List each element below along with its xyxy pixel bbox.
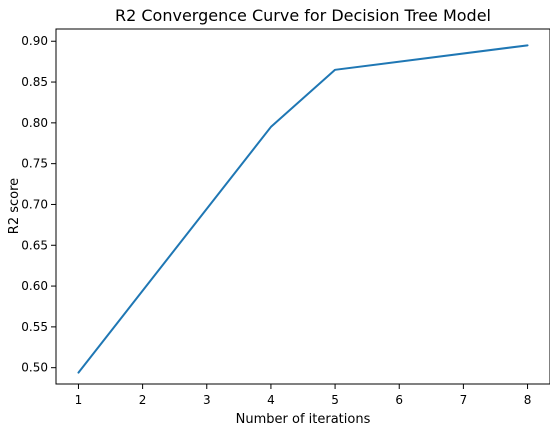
series-layer <box>77 44 529 374</box>
series-line <box>77 44 529 374</box>
x-tick-label: 7 <box>460 393 468 407</box>
x-tick-label: 6 <box>395 393 403 407</box>
y-tick-label: 0.70 <box>21 197 48 211</box>
y-tick-label: 0.55 <box>21 320 48 334</box>
x-tick-label: 1 <box>75 393 83 407</box>
y-tick-label: 0.85 <box>21 75 48 89</box>
y-tick-label: 0.60 <box>21 279 48 293</box>
y-tick-label: 0.50 <box>21 361 48 375</box>
plot-frame <box>55 28 550 385</box>
y-tick-label: 0.75 <box>21 157 48 171</box>
x-axis-label: Number of iterations <box>236 412 371 427</box>
x-tick-label: 4 <box>267 393 275 407</box>
x-tick-label: 5 <box>331 393 339 407</box>
chart-title: R2 Convergence Curve for Decision Tree M… <box>115 6 491 25</box>
x-tick-label: 2 <box>139 393 147 407</box>
y-tick-label: 0.65 <box>21 238 48 252</box>
x-tick-label: 8 <box>524 393 532 407</box>
y-tick-label: 0.90 <box>21 34 48 48</box>
y-axis: 0.50 0.55 0.60 0.65 0.70 0.75 0.80 0.85 0.90 <box>21 34 56 375</box>
x-tick-label: 3 <box>203 393 211 407</box>
x-axis: 1 2 3 4 5 6 7 8 <box>75 384 532 407</box>
y-tick-label: 0.80 <box>21 116 48 130</box>
y-axis-label: R2 score <box>7 178 22 234</box>
plot-area: 1 2 3 4 5 6 7 8 0.50 0.55 0.60 0.65 0.70 0.75 0.80 0.8… <box>21 28 550 407</box>
